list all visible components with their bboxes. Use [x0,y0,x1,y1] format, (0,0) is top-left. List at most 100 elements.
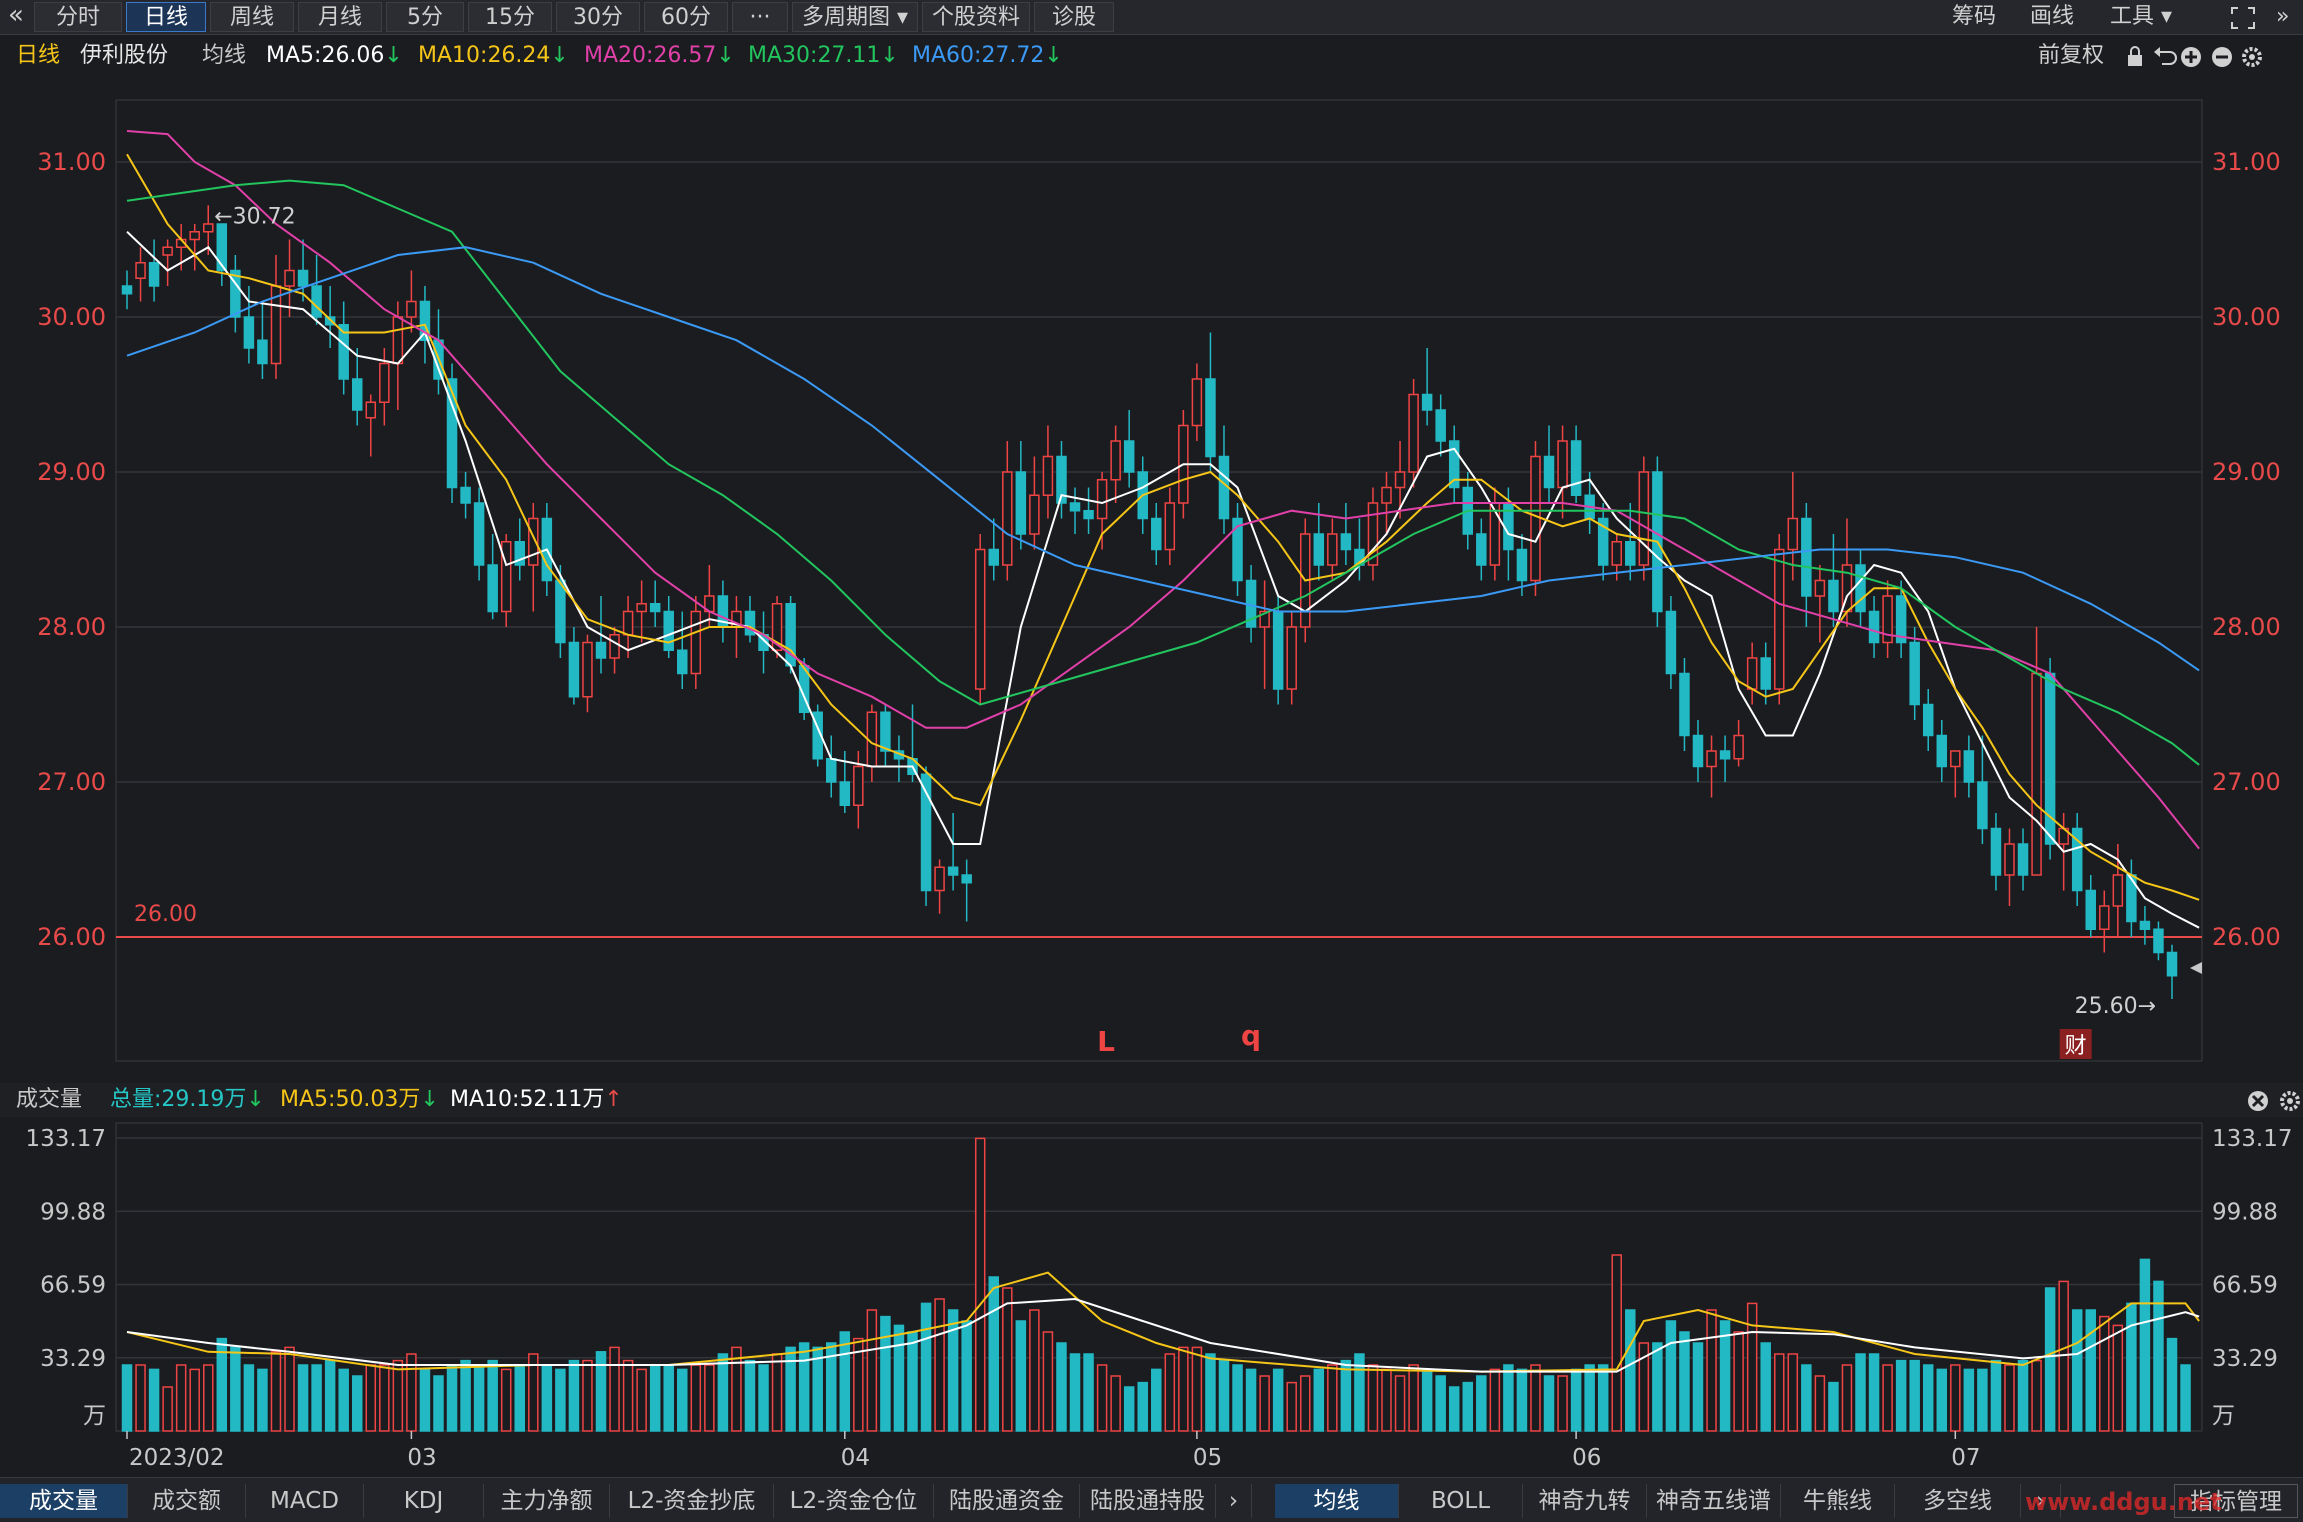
settings-icon[interactable] [2242,47,2262,67]
chevron-right-icon[interactable]: › [2021,1484,2061,1518]
candle-body [1408,393,1419,473]
indicator-tab-8[interactable]: 陆股通持股 [1080,1484,1216,1518]
tab-6[interactable]: 30分 [556,2,640,32]
undo-icon[interactable] [2154,47,2177,65]
overlay-tab-2[interactable]: 神奇九转 [1523,1484,1647,1518]
ma-legend-item: MA5:26.06↓ [266,43,403,68]
volume-bar [2004,1364,2015,1432]
volume-bar [1137,1381,1148,1432]
chip-button[interactable]: 筹码 [1952,4,1997,29]
candle-body [1476,533,1487,566]
overlay-tab-0[interactable]: 均线 [1275,1484,1399,1518]
adjust-label[interactable]: 前复权 [2038,43,2105,68]
ma-legend-item: MA60:27.72↓ [912,43,1063,68]
volume-bar [568,1359,580,1432]
indicator-tab-5[interactable]: L2-资金抄底 [610,1484,774,1518]
price-chart[interactable]: 31.00 31.00 30.00 30.00 29.00 29.00 28.00 28.00… [0,75,2303,1075]
chevron-right-icon[interactable]: › [1216,1484,1252,1518]
finance-marker[interactable]: 财 [2065,1034,2087,1059]
candle-body [582,641,593,698]
overlay-tab-3[interactable]: 神奇五线谱 [1647,1484,1781,1518]
volume-info-row: 成交量 总量:29.19万↓ MA5:50.03万↓ MA10:52.11万↑ [0,1083,2303,1117]
volume-bar [934,1298,945,1432]
volume-label: 成交量 [16,1087,83,1112]
tab-7[interactable]: 60分 [644,2,728,32]
event-marker-l[interactable]: L [1097,1025,1115,1058]
volume-chart[interactable]: 133.17 133.17 99.88 99.88 66.59 66.59 33.29 33.… [0,1118,2303,1476]
trend-arrow-icon: ↓ [384,43,403,68]
candle-body [379,362,390,403]
price-tick-right: 29.00 [2212,458,2281,486]
event-marker-q[interactable]: q [1241,1019,1261,1052]
candle-body [1787,517,1799,551]
tab-10[interactable]: 个股资料 [922,2,1030,32]
indicator-manage-button[interactable]: 指标管理 [2174,1484,2298,1518]
indicator-tab-7[interactable]: 陆股通资金 [934,1484,1080,1518]
candle-body [1557,440,1568,489]
volume-bar [1313,1368,1325,1432]
tab-11[interactable]: 诊股 [1034,2,1114,32]
candle-body [257,339,268,365]
indicator-tab-3[interactable]: KDJ [364,1484,484,1518]
finance-marker-box[interactable] [2059,1029,2092,1059]
indicator-tab-6[interactable]: L2-资金仓位 [774,1484,934,1518]
overlay-tab-1[interactable]: BOLL [1399,1484,1523,1518]
overlay-tab-5[interactable]: 多空线 [1895,1484,2021,1518]
tab-1[interactable]: 日线 [126,2,206,32]
volume-tick-left: 66.59 [40,1273,106,1299]
expand-icon[interactable] [2230,6,2256,36]
tab-4[interactable]: 5分 [386,2,464,32]
volume-bar [1218,1359,1230,1432]
volume-bar [853,1337,864,1432]
candle-body [1096,479,1108,520]
lock-icon[interactable] [2128,46,2142,66]
volume-bar [1069,1353,1081,1432]
volume-bar [135,1364,146,1432]
zoom-in-icon[interactable] [2181,47,2201,67]
indicator-tab-2[interactable]: MACD [246,1484,364,1518]
trend-arrow-icon: ↓ [246,1087,265,1112]
tab-9[interactable]: 多周期图 ▾ [792,2,918,32]
volume-bar [473,1364,485,1432]
close-icon[interactable] [2248,1091,2268,1111]
tools-button[interactable]: 工具 ▾ [2110,4,2173,29]
volume-bar [1936,1368,1948,1432]
volume-bar [500,1368,512,1432]
volume-bar [1584,1364,1595,1432]
candle-body [1313,533,1325,566]
volume-bar [1950,1364,1961,1432]
volume-ma5-line [126,1271,2200,1373]
volume-bar [1530,1364,1541,1432]
candle-body [1421,393,1433,411]
tab-8[interactable]: ··· [732,2,788,32]
double-chevron-right-icon[interactable]: » [2276,4,2290,29]
volume-bar [1272,1368,1284,1432]
zoom-out-icon[interactable] [2212,47,2232,67]
tab-2[interactable]: 周线 [210,2,294,32]
volume-bar [1056,1342,1067,1432]
ma-label[interactable]: 均线 [202,43,247,68]
volume-tick-left: 33.29 [40,1346,106,1372]
candle-body [2004,843,2015,876]
indicator-tab-4[interactable]: 主力净额 [484,1484,610,1518]
volume-bar [1570,1368,1582,1432]
overlay-tab-4[interactable]: 牛熊线 [1781,1484,1895,1518]
volume-tick-right: 99.88 [2212,1199,2278,1225]
indicator-tab-0[interactable]: 成交量 [0,1484,128,1518]
tab-0[interactable]: 分时 [34,2,122,32]
volume-bar [947,1309,959,1432]
tab-5[interactable]: 15分 [468,2,552,32]
tab-3[interactable]: 月线 [298,2,382,32]
candle-body [636,603,647,613]
candle-body [1435,409,1446,442]
volume-bar [379,1364,390,1432]
price-tick-left: 27.00 [37,768,106,796]
indicator-tab-1[interactable]: 成交额 [128,1484,246,1518]
candle-body [568,641,580,698]
draw-button[interactable]: 画线 [2030,4,2075,29]
settings-icon[interactable] [2280,1091,2300,1111]
candle-body [1597,517,1609,566]
volume-bar [365,1364,377,1432]
back-icon[interactable]: « [8,0,24,30]
volume-bar [1408,1364,1419,1432]
